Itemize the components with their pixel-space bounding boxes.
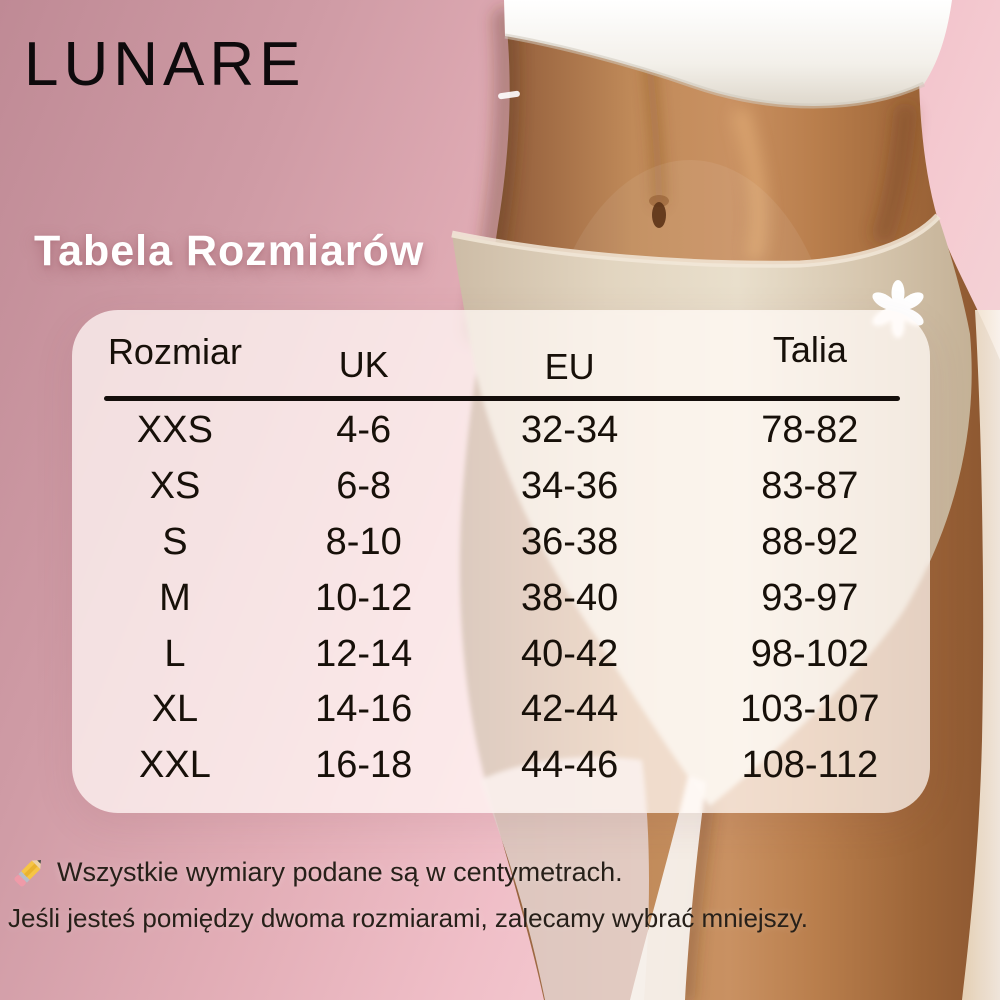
header-cell-uk: UK: [338, 344, 389, 385]
cell-eu: 42-44: [521, 688, 619, 731]
table-row-l: L 12-14 40-42 98-102: [72, 626, 930, 682]
sparkle: [498, 90, 520, 100]
table-row-xxs: XXS 4-6 32-34 78-82: [72, 403, 930, 459]
underwear-waistband-highlight: [451, 213, 941, 268]
cell-waist: 78-82: [761, 409, 859, 452]
table-row-s: S 8-10 36-38 88-92: [72, 515, 930, 571]
cell-size: XXL: [139, 744, 211, 787]
page-title: Tabela Rozmiarów: [34, 227, 425, 275]
header-cell-talia: Talia: [772, 329, 847, 370]
cell-uk: 4-6: [336, 409, 392, 452]
cell-size: S: [162, 520, 188, 563]
cell-size: L: [164, 632, 186, 675]
cell-waist: 98-102: [750, 632, 870, 675]
cell-size: M: [159, 576, 191, 619]
pencil-icon: [14, 859, 42, 887]
left-leg-light: [480, 756, 649, 1000]
cell-eu: 36-38: [521, 520, 619, 563]
note-measurements: Wszystkie wymiary podane są w centymetra…: [12, 855, 623, 889]
size-table-panel: Rozmiar UK EU Talia XXS 4-6 32-34 78-82 …: [72, 310, 930, 813]
cell-size: XXS: [136, 409, 213, 452]
crop-top-hem-shadow: [504, 33, 926, 109]
cell-waist: 103-107: [740, 688, 880, 731]
table-header-row: Rozmiar UK EU Talia: [72, 310, 930, 396]
cell-uk: 14-16: [315, 688, 413, 731]
header-cell-rozmiar: Rozmiar: [107, 331, 242, 372]
cell-uk: 12-14: [315, 632, 413, 675]
cell-uk: 6-8: [336, 465, 392, 508]
cell-size: XS: [149, 465, 201, 508]
table-rows: XXS 4-6 32-34 78-82 XS 6-8 34-36 83-87 S…: [72, 401, 930, 794]
table-row-xl: XL 14-16 42-44 103-107: [72, 682, 930, 738]
table-row-xs: XS 6-8 34-36 83-87: [72, 459, 930, 515]
cell-eu: 44-46: [521, 744, 619, 787]
navel: [649, 195, 669, 228]
note-between-sizes: Jeśli jesteś pomiędzy dwoma rozmiarami, …: [8, 903, 808, 933]
cell-waist: 93-97: [761, 576, 859, 619]
brand-logo: LUNARE: [24, 30, 306, 99]
table-row-m: M 10-12 38-40 93-97: [72, 570, 930, 626]
cell-waist: 108-112: [741, 744, 879, 787]
white-crop-top: [504, 0, 952, 106]
cell-waist: 83-87: [761, 465, 859, 508]
cell-uk: 10-12: [315, 576, 413, 619]
cell-size: XL: [151, 688, 199, 731]
header-cell-eu: EU: [544, 346, 595, 387]
right-rim-highlight: [962, 310, 1000, 1000]
legs-gap-highlight: [630, 776, 706, 1000]
note-line1-text: Wszystkie wymiary podane są w centymetra…: [57, 856, 623, 887]
cell-waist: 88-92: [761, 520, 859, 563]
table-row-xxl: XXL 16-18 44-46 108-112: [72, 738, 930, 794]
cell-eu: 40-42: [521, 632, 619, 675]
cell-eu: 38-40: [521, 576, 619, 619]
header-divider: [104, 396, 900, 401]
cell-uk: 8-10: [325, 520, 402, 563]
cell-uk: 16-18: [315, 744, 413, 787]
cell-eu: 34-36: [521, 465, 619, 508]
cell-eu: 32-34: [521, 409, 619, 452]
